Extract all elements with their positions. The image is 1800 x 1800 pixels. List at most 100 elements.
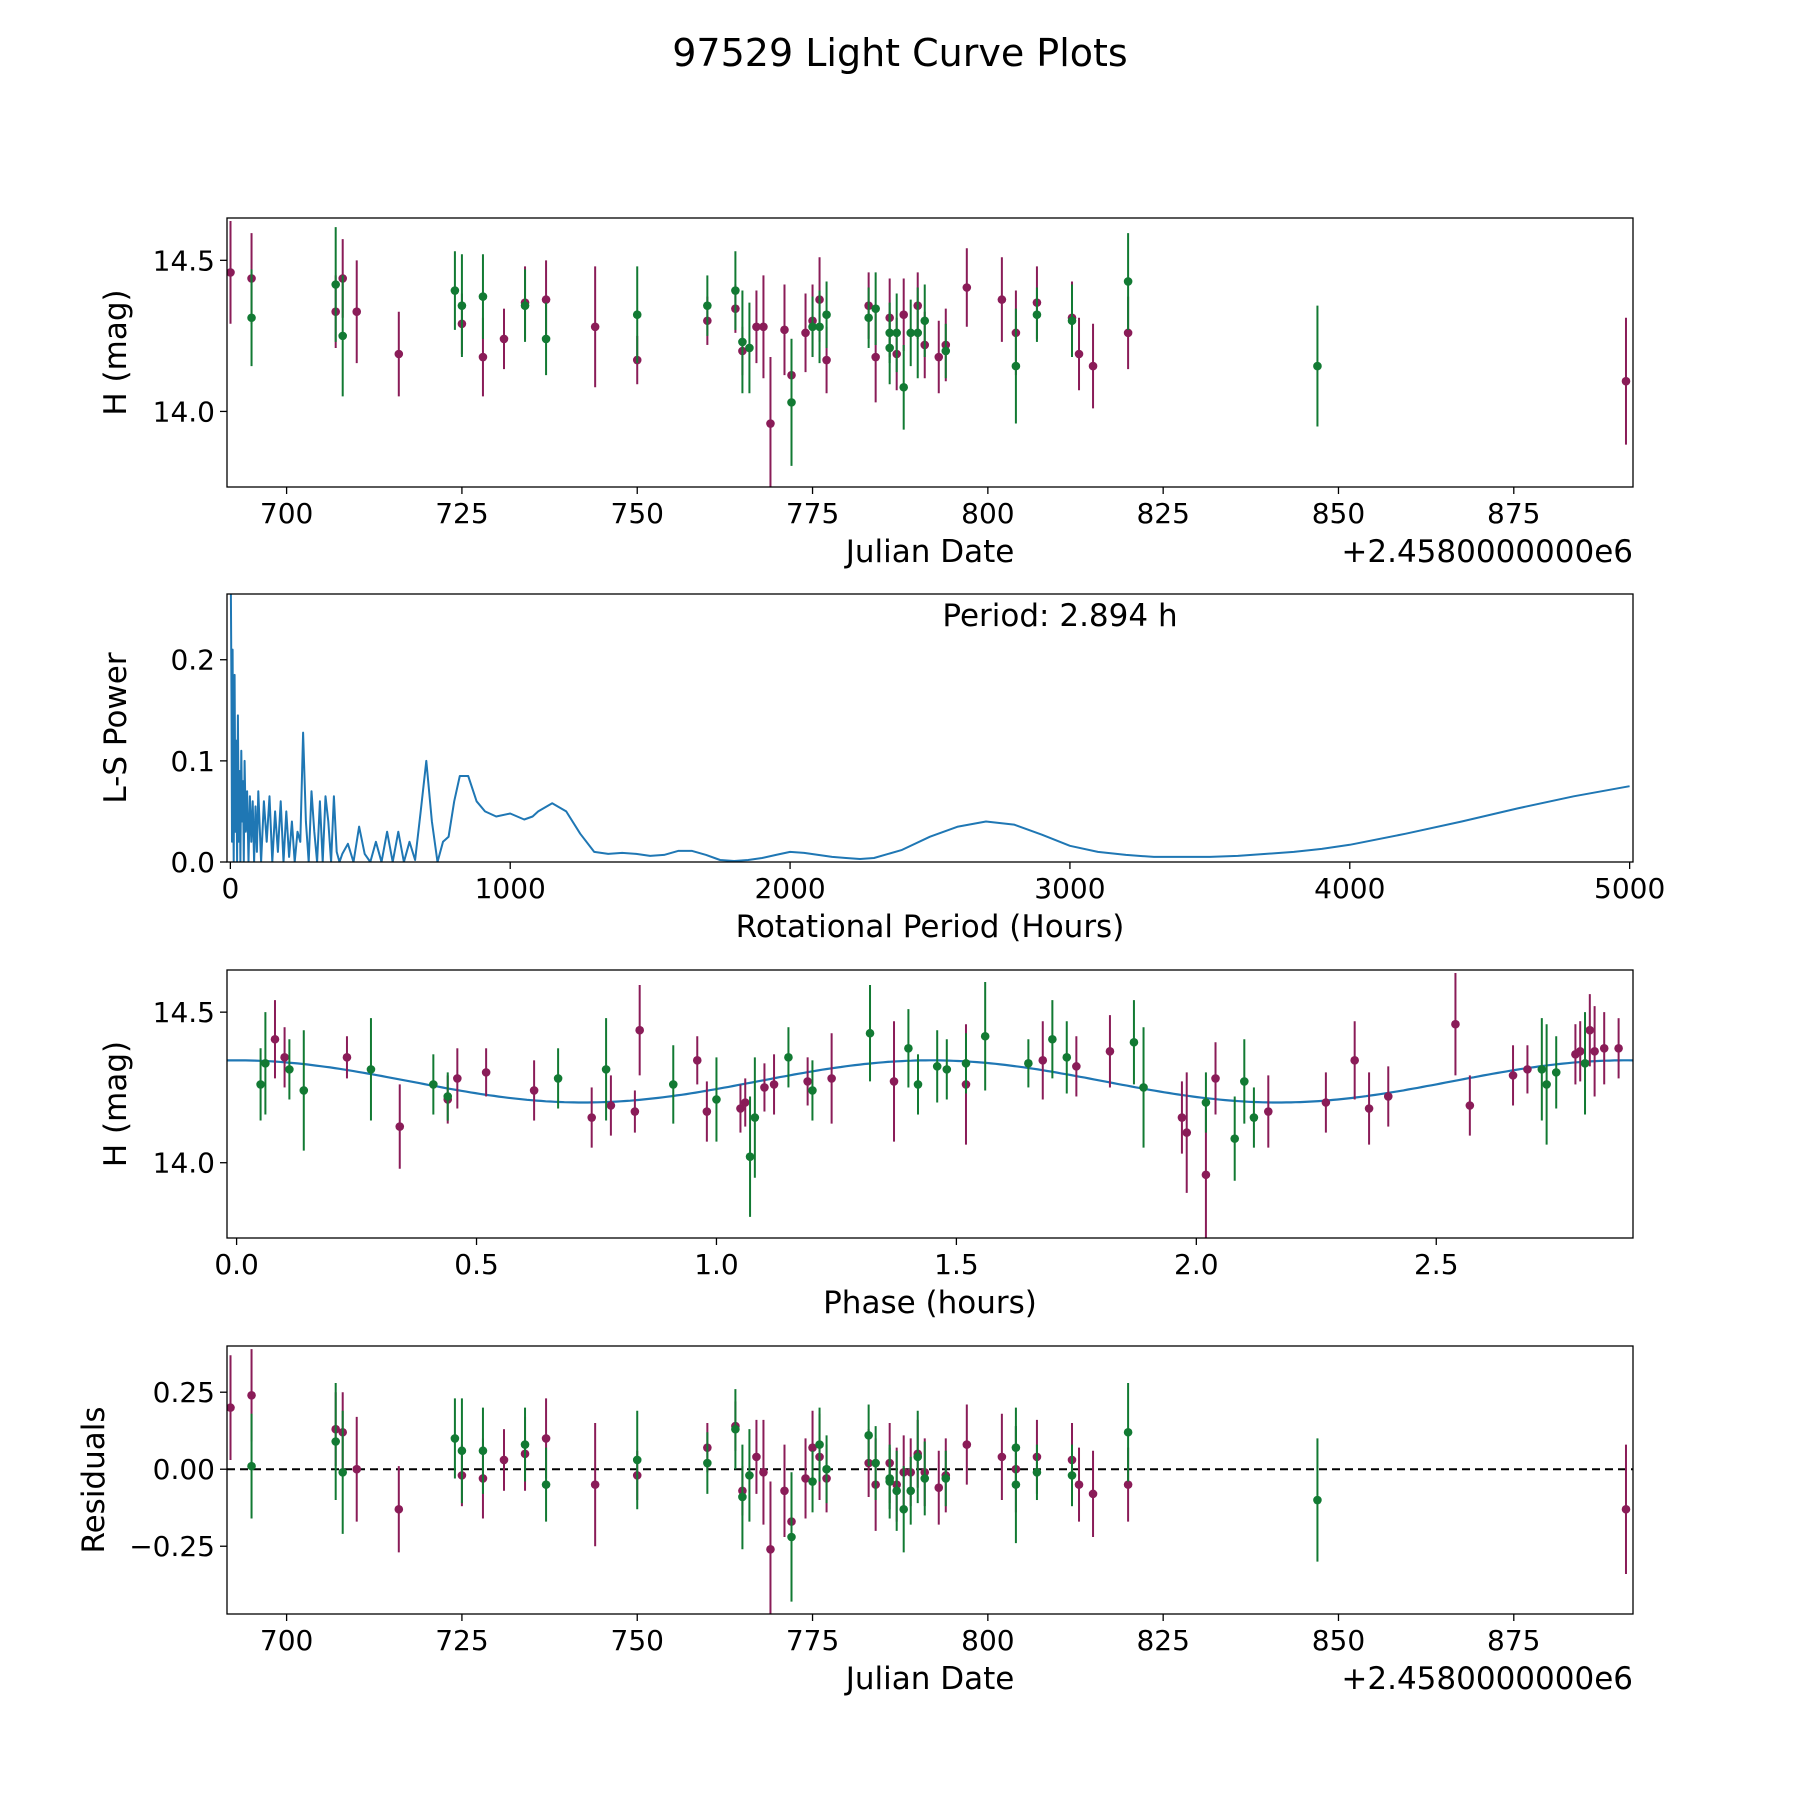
data-point [899, 310, 909, 320]
data-point [1240, 1077, 1249, 1086]
data-point [1575, 1047, 1585, 1056]
data-point [366, 1065, 376, 1074]
axes-frame [226, 969, 1634, 1239]
data-point [590, 1480, 600, 1489]
x-tick-label: 750 [611, 1624, 664, 1657]
x-tick-label: 725 [435, 1624, 488, 1657]
data-point [822, 310, 831, 320]
data-point [606, 1101, 616, 1110]
data-point [590, 322, 600, 332]
data-point [808, 1477, 817, 1486]
data-point [1321, 1098, 1331, 1107]
data-point [941, 1474, 951, 1483]
data-point [750, 1113, 760, 1122]
y-axis-label: H (mag) [98, 1041, 134, 1167]
data-point [759, 322, 768, 332]
data-point [1313, 361, 1322, 371]
data-point [1451, 1019, 1460, 1029]
data-point [394, 1504, 404, 1514]
x-axis-label: Phase (hours) [823, 1285, 1037, 1321]
y-axis-label: L-S Power [98, 652, 134, 803]
x-tick-label: 4000 [1314, 872, 1385, 905]
data-point [899, 1504, 909, 1514]
data-point [864, 313, 873, 323]
data-point [1537, 1065, 1547, 1074]
data-point [457, 301, 467, 310]
x-tick-label: 825 [1136, 497, 1189, 530]
data-point [864, 1431, 873, 1440]
data-point [395, 1122, 405, 1131]
periodogram-line [229, 594, 1630, 862]
data-point [541, 1480, 551, 1489]
data-point [541, 334, 551, 344]
data-point [450, 1434, 460, 1443]
panel-residuals: 700 725 750 775 800 825 850 875 −0.25 0.00 0.25 Jul… [76, 1345, 1634, 1697]
data-point [808, 1086, 817, 1095]
data-point [261, 1059, 270, 1068]
data-point [752, 322, 761, 332]
data-point [1123, 277, 1133, 286]
data-point [712, 1095, 721, 1104]
data-point [997, 295, 1007, 304]
data-point [871, 352, 880, 362]
data-point [668, 1080, 678, 1089]
data-point [499, 1455, 509, 1465]
data-point [1621, 376, 1631, 386]
data-point [1621, 1504, 1631, 1514]
data-point [601, 1065, 611, 1074]
data-point [885, 1474, 894, 1483]
data-point [780, 1486, 789, 1496]
data-point [429, 1080, 438, 1089]
data-point [227, 1403, 235, 1412]
data-point [889, 1077, 899, 1086]
data-point [1182, 1128, 1192, 1137]
data-point [822, 1464, 831, 1474]
data-point [352, 1464, 362, 1474]
data-point [1072, 1062, 1081, 1071]
y-axis-label: H (mag) [98, 289, 134, 415]
data-point [1580, 1059, 1590, 1068]
data-point [980, 1031, 990, 1041]
data-point [1249, 1113, 1259, 1122]
x-tick-label: 1000 [475, 872, 546, 905]
y-tick-label: 14.0 [153, 1147, 215, 1180]
data-point [892, 1486, 901, 1496]
data-point [961, 1059, 971, 1068]
data-point [1599, 1043, 1609, 1053]
data-point [780, 325, 789, 335]
data-point [1123, 1480, 1133, 1489]
y-tick-label: −0.25 [129, 1530, 215, 1563]
data-point [1105, 1047, 1115, 1056]
data-point [338, 331, 348, 341]
data-point [1350, 1056, 1359, 1065]
data-point [904, 1043, 913, 1053]
data-point [1088, 361, 1098, 371]
data-point [899, 382, 909, 392]
data-point [808, 322, 817, 332]
data-point [962, 283, 972, 292]
x-tick-label: 875 [1487, 497, 1540, 530]
period-annotation: Period: 2.894 h [942, 598, 1177, 634]
x-tick-label: 0.5 [454, 1248, 499, 1281]
data-point [1542, 1080, 1551, 1089]
data-point [913, 1080, 923, 1089]
data-point [769, 1080, 779, 1089]
plot-area [227, 1349, 1633, 1614]
data-point [1048, 1034, 1057, 1044]
data-point [1139, 1083, 1148, 1092]
data-point [801, 1474, 810, 1483]
data-point [815, 1440, 824, 1449]
data-point [731, 1424, 740, 1434]
data-point [256, 1080, 265, 1089]
data-point [1123, 1427, 1133, 1437]
plot-area [229, 594, 1630, 862]
data-point [587, 1113, 596, 1122]
data-point [457, 1446, 467, 1456]
data-point [541, 1434, 551, 1443]
data-point [822, 355, 831, 365]
x-tick-label: 700 [260, 1624, 313, 1657]
data-point [787, 398, 796, 407]
data-point [529, 1086, 539, 1095]
x-tick-label: 775 [786, 497, 839, 530]
data-point [1123, 328, 1133, 338]
